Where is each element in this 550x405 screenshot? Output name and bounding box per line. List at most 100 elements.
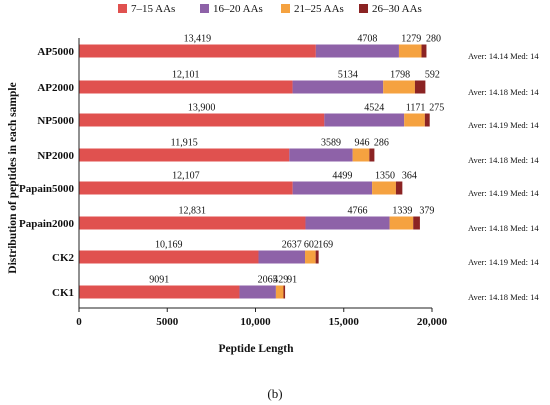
stats-label-AP5000: Aver: 14.14 Med: 14 xyxy=(468,51,539,61)
bar-Papain5000-series-3 xyxy=(395,181,403,195)
value-label-AP5000-series-0: 13,419 xyxy=(184,34,212,45)
value-label-NP5000-series-0: 13,900 xyxy=(188,103,216,114)
bar-AP2000-series-0 xyxy=(79,80,293,94)
value-label-AP5000-series-3: 280 xyxy=(426,34,441,45)
category-label-CK1: CK1 xyxy=(52,287,74,299)
value-label-NP2000-series-3: 286 xyxy=(374,138,389,149)
stats-label-NP5000: Aver: 14.19 Med: 14 xyxy=(468,120,539,130)
stats-label-NP2000: Aver: 14.18 Med: 14 xyxy=(468,155,539,165)
x-tick-label-0: 0 xyxy=(76,316,82,328)
value-label-Papain2000-series-3: 379 xyxy=(419,206,434,217)
category-label-Papain5000: Papain5000 xyxy=(19,183,75,195)
bar-Papain5000-series-0 xyxy=(79,181,293,195)
category-label-NP5000: NP5000 xyxy=(37,115,74,127)
legend-label-1: 16–20 AAs xyxy=(213,3,263,15)
bar-CK1-series-3 xyxy=(283,285,286,299)
value-label-Papain5000-series-0: 12,107 xyxy=(172,171,200,182)
bar-NP2000-series-3 xyxy=(369,148,375,162)
bar-Papain5000-series-2 xyxy=(372,181,396,195)
bar-Papain5000-series-1 xyxy=(292,181,373,195)
bar-CK2-series-3 xyxy=(315,250,319,264)
value-label-CK2-series-2: 602 xyxy=(304,240,319,251)
bar-NP5000-series-2 xyxy=(404,113,425,127)
legend-label-2: 21–25 AAs xyxy=(294,3,344,15)
bar-AP5000-series-1 xyxy=(315,44,399,58)
bar-AP2000-series-3 xyxy=(414,80,426,94)
legend-swatch-2 xyxy=(281,4,290,13)
value-label-NP2000-series-0: 11,915 xyxy=(171,138,198,149)
value-label-CK1-series-0: 9091 xyxy=(149,275,169,286)
bar-AP5000-series-0 xyxy=(79,44,316,58)
value-label-CK1-series-3: 91 xyxy=(287,275,297,286)
stats-label-CK1: Aver: 14.18 Med: 14 xyxy=(468,292,539,302)
bar-NP2000-series-2 xyxy=(352,148,370,162)
bar-NP2000-series-1 xyxy=(289,148,353,162)
bar-NP5000-series-0 xyxy=(79,113,325,127)
value-label-Papain5000-series-2: 1350 xyxy=(375,171,395,182)
legend-label-0: 7–15 AAs xyxy=(131,3,175,15)
category-label-NP2000: NP2000 xyxy=(37,150,74,162)
bar-CK2-series-0 xyxy=(79,250,259,264)
value-label-CK1-series-1: 2065 xyxy=(258,275,278,286)
x-axis-title: Peptide Length xyxy=(218,343,294,355)
figure-caption: (b) xyxy=(267,386,282,401)
bar-Papain2000-series-2 xyxy=(389,216,414,230)
bar-AP5000-series-3 xyxy=(421,44,427,58)
bar-AP5000-series-2 xyxy=(398,44,422,58)
value-label-CK1-series-2: 429 xyxy=(273,275,288,286)
value-label-CK2-series-3: 169 xyxy=(318,240,333,251)
bars-group: AP5000 13,419 4708 1279 280 Aver: 14.14 Med: … xyxy=(19,34,539,303)
bar-NP5000-series-3 xyxy=(424,113,430,127)
bar-Papain2000-series-3 xyxy=(413,216,420,230)
stats-label-AP2000: Aver: 14.18 Med: 14 xyxy=(468,87,539,97)
bar-NP5000-series-1 xyxy=(324,113,405,127)
value-label-NP2000-series-2: 946 xyxy=(354,138,369,149)
stats-label-Papain5000: Aver: 14.19 Med: 14 xyxy=(468,188,539,198)
value-label-AP2000-series-1: 5134 xyxy=(338,70,358,81)
x-axis: 0 5000 10,000 15,000 20,000 xyxy=(76,38,448,328)
value-label-NP5000-series-3: 275 xyxy=(429,103,444,114)
bar-AP2000-series-2 xyxy=(383,80,415,94)
value-label-Papain5000-series-3: 364 xyxy=(402,171,417,182)
value-label-Papain2000-series-2: 1339 xyxy=(392,206,412,217)
bar-AP2000-series-1 xyxy=(292,80,384,94)
x-tick-label-4: 20,000 xyxy=(417,316,448,328)
bar-Papain2000-series-1 xyxy=(305,216,390,230)
value-label-AP2000-series-3: 592 xyxy=(425,70,440,81)
value-label-AP2000-series-0: 12,101 xyxy=(172,70,200,81)
legend-swatch-1 xyxy=(200,4,209,13)
value-label-CK2-series-0: 10,169 xyxy=(155,240,183,251)
value-label-CK2-series-1: 2637 xyxy=(282,240,302,251)
value-label-NP5000-series-1: 4524 xyxy=(364,103,384,114)
x-tick-label-1: 5000 xyxy=(156,316,179,328)
value-label-Papain2000-series-0: 12,831 xyxy=(178,206,206,217)
bar-CK1-series-0 xyxy=(79,285,240,299)
x-tick-label-2: 10,000 xyxy=(240,316,271,328)
bar-CK1-series-2 xyxy=(275,285,284,299)
category-label-AP5000: AP5000 xyxy=(37,46,74,58)
stats-label-Papain2000: Aver: 14.18 Med: 14 xyxy=(468,223,539,233)
y-axis-title: Distribution of peptides in each sample xyxy=(7,82,19,273)
legend-swatch-3 xyxy=(359,4,368,13)
value-label-AP2000-series-2: 1798 xyxy=(390,70,410,81)
bar-NP2000-series-0 xyxy=(79,148,290,162)
stats-label-CK2: Aver: 14.19 Med: 14 xyxy=(468,257,539,267)
category-label-CK2: CK2 xyxy=(52,252,75,264)
category-label-Papain2000: Papain2000 xyxy=(19,218,75,230)
bar-CK2-series-2 xyxy=(305,250,316,264)
value-label-Papain5000-series-1: 4499 xyxy=(332,171,352,182)
value-label-NP5000-series-2: 1171 xyxy=(406,103,426,114)
bar-CK1-series-1 xyxy=(239,285,276,299)
category-label-AP2000: AP2000 xyxy=(37,82,74,94)
x-tick-label-3: 15,000 xyxy=(329,316,360,328)
legend-swatch-0 xyxy=(118,4,127,13)
value-label-AP5000-series-2: 1279 xyxy=(401,34,421,45)
legend-label-3: 26–30 AAs xyxy=(372,3,422,15)
legend: 7–15 AAs 16–20 AAs 21–25 AAs 26–30 AAs xyxy=(118,3,422,15)
bar-CK2-series-1 xyxy=(258,250,306,264)
value-label-Papain2000-series-1: 4766 xyxy=(348,206,368,217)
value-label-AP5000-series-1: 4708 xyxy=(357,34,377,45)
value-label-NP2000-series-1: 3589 xyxy=(321,138,341,149)
bar-Papain2000-series-0 xyxy=(79,216,306,230)
